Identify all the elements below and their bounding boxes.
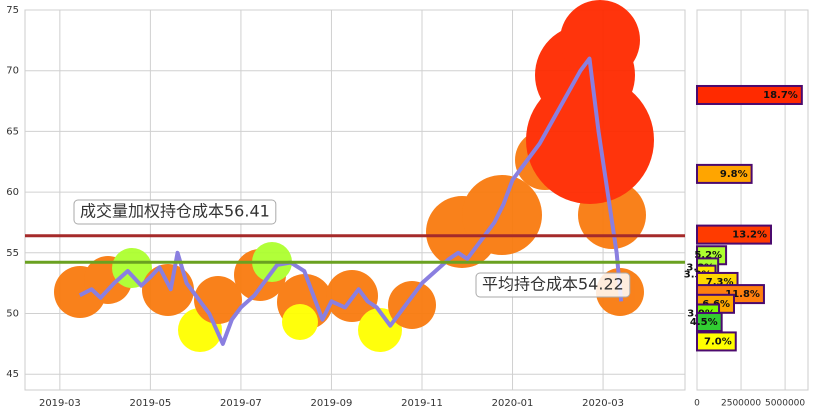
volume-bar: [696, 224, 772, 245]
x-tick-label: 5000000: [765, 399, 805, 409]
y-tick-label: 75: [6, 5, 19, 16]
volume-label: 13.2%: [732, 230, 767, 241]
volume-label: 5.2%: [694, 250, 722, 261]
blob: [388, 281, 436, 329]
cost-label-box: [475, 272, 631, 298]
y-tick-label: 50: [6, 309, 19, 320]
blob: [142, 264, 194, 316]
x-tick-label: 2020-03: [582, 398, 624, 409]
volume-label: 7.0%: [704, 336, 732, 347]
y-tick-label: 45: [6, 369, 19, 380]
y-tick-label: 60: [6, 187, 19, 198]
x-tick-label: 2019-05: [129, 398, 171, 409]
x-tick-label: 0: [694, 399, 700, 409]
y-tick-label: 70: [6, 66, 19, 77]
x-tick-label: 2019-07: [220, 398, 262, 409]
data-layer: 45 50 55 60 65 70 75 2019-03 2019-05 2019-07 2019-…: [6, 5, 805, 409]
x-tick-label: 2019-09: [311, 398, 353, 409]
blob: [358, 308, 402, 352]
x-tick-label: 2020-01: [492, 398, 534, 409]
volume-bar: [696, 84, 803, 105]
y-tick-label: 55: [6, 248, 19, 259]
volume-bar: [696, 312, 723, 333]
cost-label: 平均持仓成本54.22: [482, 275, 624, 294]
volume-bar: [696, 163, 753, 184]
price-line: [78, 56, 624, 346]
cost-label-box: [73, 199, 277, 225]
x-tick-label: 2500000: [721, 399, 761, 409]
blob: [462, 175, 542, 255]
volume-label: 18.7%: [763, 90, 798, 101]
x-tick-label: 2019-11: [401, 398, 443, 409]
volume-label: 7.3%: [706, 277, 734, 288]
cost-label: 成交量加权持仓成本56.41: [80, 202, 270, 221]
volume-label: 9.8%: [720, 169, 748, 180]
blob: [560, 0, 640, 80]
y-tick-label: 65: [6, 126, 19, 137]
volume-label: 4.5%: [690, 317, 718, 328]
volume-label: 11.8%: [725, 289, 760, 300]
x-tick-label: 2019-03: [39, 398, 81, 409]
volume-bar: [696, 331, 737, 352]
blob: [282, 304, 318, 340]
